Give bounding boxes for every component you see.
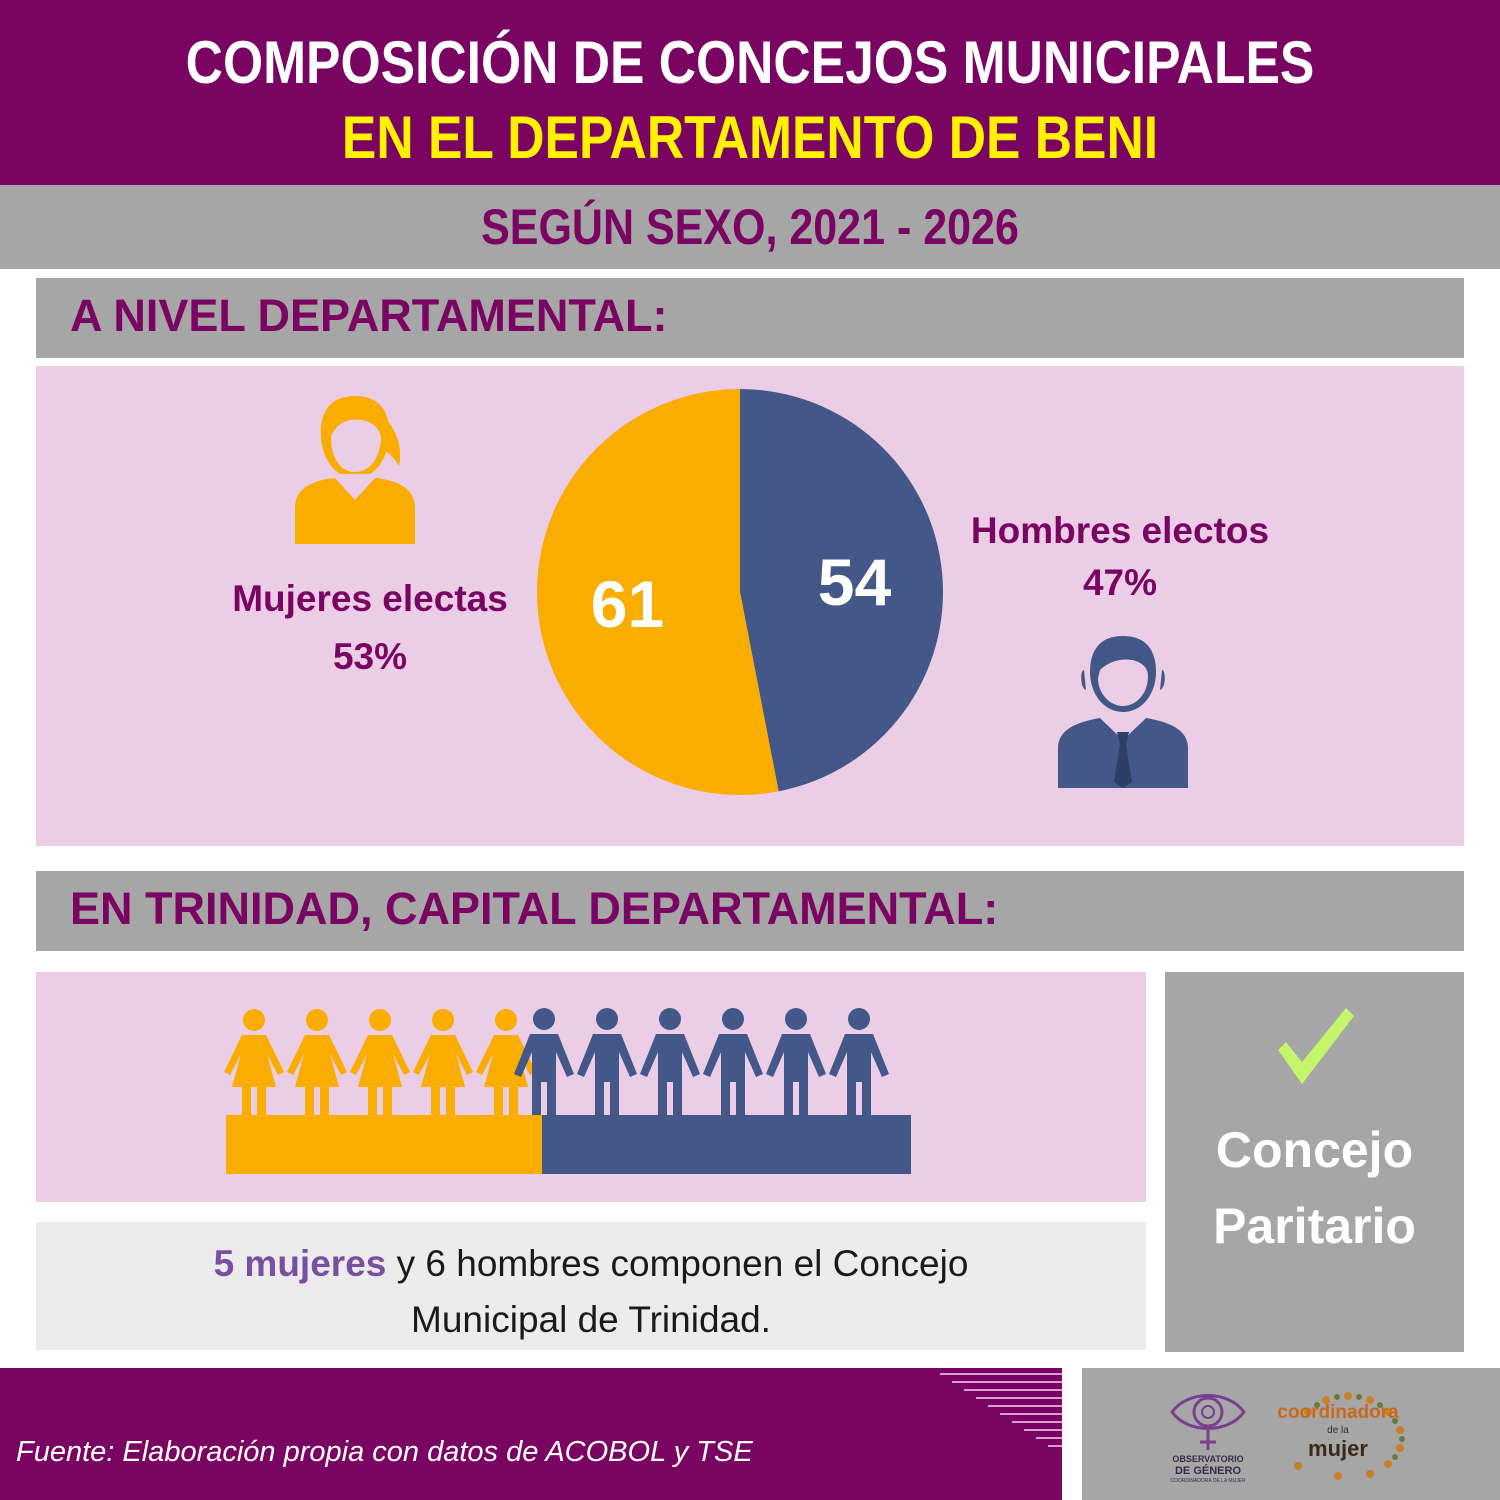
page-title-region: EN EL DEPARTAMENTO DE BENI <box>341 104 1159 171</box>
section-trinidad-title: EN TRINIDAD, CAPITAL DEPARTAMENTAL: <box>70 883 999 934</box>
woman-figure-4 <box>413 1009 473 1115</box>
section-departmental-bar <box>36 278 1464 358</box>
footer-stripes <box>940 1373 1062 1447</box>
woman-figure-1 <box>224 1009 284 1115</box>
footer-band <box>0 1368 1062 1500</box>
observatorio-line2: DE GÉNERO <box>1174 1465 1241 1477</box>
observatorio-line3: COORDINADORA DE LA MUJER <box>1170 1478 1246 1484</box>
pictogram-base-men <box>542 1115 911 1174</box>
section-departmental-title: A NIVEL DEPARTAMENTAL: <box>70 290 668 341</box>
women-percent: 53% <box>332 636 408 677</box>
woman-icon <box>295 396 415 544</box>
trinidad-pictogram <box>224 1008 911 1174</box>
woman-figure-3 <box>350 1009 410 1115</box>
man-icon <box>1058 636 1188 788</box>
paritario-badge <box>1165 972 1464 1352</box>
trinidad-note-box <box>36 1222 1146 1350</box>
trinidad-note: 5 mujeres y 6 hombres componen el Concej… <box>36 1236 1146 1348</box>
section-trinidad-bar <box>36 871 1464 951</box>
logos-panel <box>1082 1368 1500 1500</box>
page-title: COMPOSICIÓN DE CONCEJOS MUNICIPALES <box>185 29 1315 96</box>
pie-label-men: 54 <box>818 545 892 619</box>
coordinadora-line3: mujer <box>1308 1436 1368 1461</box>
man-figure-2 <box>577 1008 637 1115</box>
observatorio-eye-logo <box>1170 1394 1246 1450</box>
checkmark-icon <box>1278 1008 1354 1084</box>
note-line2: Municipal de Trinidad. <box>411 1299 771 1340</box>
man-figure-4 <box>703 1008 763 1115</box>
man-figure-5 <box>766 1008 826 1115</box>
source-note: Fuente: Elaboración propia con datos de … <box>16 1436 753 1468</box>
women-label: Mujeres electas <box>232 578 508 619</box>
departmental-pie-chart: 54 61 <box>537 389 943 795</box>
coordinadora-line2: de la <box>1327 1425 1349 1436</box>
man-figure-1 <box>514 1008 574 1115</box>
man-figure-6 <box>829 1008 889 1115</box>
pie-slice-women <box>537 389 779 795</box>
coordinadora-line1: coordinadora <box>1277 1402 1399 1423</box>
pictogram-base-women <box>226 1115 542 1174</box>
subtitle-band <box>0 185 1500 269</box>
pie-label-women: 61 <box>591 567 664 641</box>
note-highlight: 5 mujeres <box>213 1243 387 1284</box>
note-line1: y 6 hombres componen el Concejo <box>386 1243 969 1284</box>
woman-figure-2 <box>287 1009 347 1115</box>
paritario-line1: Concejo <box>1215 1122 1414 1178</box>
observatorio-line1: OBSERVATORIO <box>1172 1454 1244 1464</box>
paritario-line2: Paritario <box>1213 1198 1416 1254</box>
man-figure-3 <box>640 1008 700 1115</box>
men-label: Hombres electos <box>970 510 1270 551</box>
pie-slice-men <box>740 389 943 792</box>
coordinadora-logo-ring <box>1294 1392 1405 1480</box>
paritario-label: Concejo Paritario <box>1165 1112 1464 1264</box>
men-percent: 47% <box>1082 562 1158 603</box>
page-subtitle: SEGÚN SEXO, 2021 - 2026 <box>481 199 1019 255</box>
header-banner <box>0 0 1500 185</box>
